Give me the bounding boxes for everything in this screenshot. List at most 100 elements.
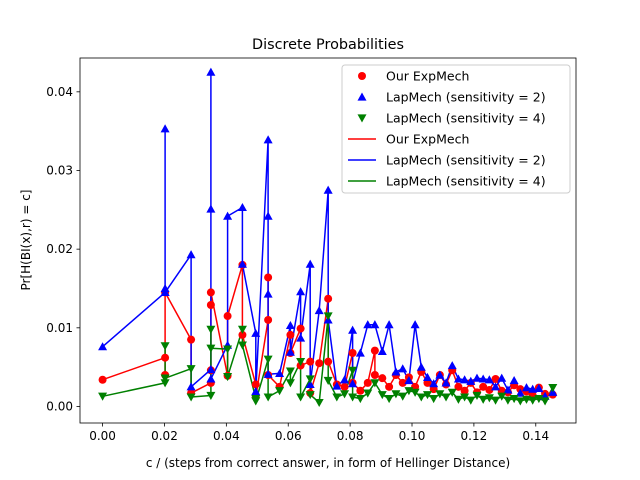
data-point xyxy=(206,288,215,297)
data-point xyxy=(264,273,273,282)
data-point xyxy=(447,388,457,397)
data-point xyxy=(410,388,420,397)
axes-frame xyxy=(79,57,577,424)
data-point xyxy=(206,67,216,76)
x-tick-label: 0.08 xyxy=(337,429,364,443)
data-point xyxy=(323,376,333,386)
data-point xyxy=(237,259,247,268)
data-point xyxy=(160,374,170,383)
x-tick-label: 0.06 xyxy=(275,429,302,443)
data-point xyxy=(332,381,342,390)
data-point xyxy=(285,367,295,376)
legend-entry: LapMech (sensitivity = 2) xyxy=(348,153,546,168)
data-point xyxy=(285,320,295,330)
data-point xyxy=(305,391,315,400)
data-point xyxy=(356,386,365,395)
data-point xyxy=(422,391,432,400)
data-point xyxy=(275,368,285,378)
data-point xyxy=(503,385,513,394)
data-point xyxy=(206,204,216,213)
legend-entry: Our ExpMech xyxy=(348,132,469,147)
data-point xyxy=(548,384,558,393)
data-point xyxy=(237,341,247,350)
x-tick-label: 0.00 xyxy=(89,429,116,443)
data-point xyxy=(441,378,451,387)
data-point xyxy=(314,398,324,408)
data-point xyxy=(187,335,196,344)
chart-title: Discrete Probabilities xyxy=(252,37,404,53)
data-point xyxy=(484,375,494,384)
data-point xyxy=(453,374,463,383)
legend-marker xyxy=(357,92,367,101)
data-point xyxy=(491,396,501,405)
data-point xyxy=(263,211,273,220)
data-point xyxy=(206,365,216,374)
data-point xyxy=(348,325,358,334)
data-point xyxy=(285,347,295,356)
data-point xyxy=(466,376,476,385)
data-point xyxy=(314,306,324,315)
data-point xyxy=(398,392,408,401)
legend-label: LapMech (sensitivity = 2) xyxy=(386,90,546,105)
data-point xyxy=(497,392,507,401)
data-point xyxy=(429,395,439,404)
x-tick-label: 0.04 xyxy=(213,429,240,443)
x-tick-label: 0.14 xyxy=(522,429,549,443)
data-point xyxy=(263,289,273,298)
data-point xyxy=(472,391,482,400)
data-point xyxy=(503,396,513,405)
data-point xyxy=(160,124,170,133)
series-points-2 xyxy=(98,67,558,400)
data-point xyxy=(263,393,273,402)
data-point xyxy=(441,393,451,402)
data-point xyxy=(509,376,519,385)
data-point xyxy=(223,312,232,321)
data-point xyxy=(296,358,306,367)
data-point xyxy=(385,382,394,391)
data-point xyxy=(223,372,233,382)
legend: Our ExpMech LapMech (sensitivity = 2) LapM… xyxy=(341,64,571,194)
data-point xyxy=(251,387,261,396)
data-point xyxy=(315,359,324,368)
data-point xyxy=(186,393,196,402)
data-point xyxy=(435,370,445,379)
y-axis: 0.00 0.01 0.02 0.03 0.04 xyxy=(46,85,80,413)
data-point xyxy=(206,344,216,353)
data-point xyxy=(296,393,306,402)
data-point xyxy=(296,287,306,296)
data-point xyxy=(398,378,407,387)
data-point xyxy=(251,397,261,406)
legend-label: LapMech (sensitivity = 4) xyxy=(386,111,546,126)
data-point xyxy=(340,390,350,399)
data-point xyxy=(447,361,457,370)
data-point xyxy=(363,389,373,398)
y-tick-label: 0.00 xyxy=(46,399,73,413)
data-point xyxy=(370,346,379,355)
data-point xyxy=(540,397,550,406)
legend-label: Our ExpMech xyxy=(386,69,469,84)
data-point xyxy=(305,259,315,268)
data-point xyxy=(363,378,372,387)
data-point xyxy=(348,393,358,402)
data-point xyxy=(160,342,170,351)
x-axis-label: c / (steps from correct answer, in form … xyxy=(146,456,510,470)
legend-entry: LapMech (sensitivity = 4) xyxy=(348,174,546,189)
legend-label: Our ExpMech xyxy=(386,132,469,147)
data-point xyxy=(472,373,482,382)
y-tick-label: 0.04 xyxy=(46,85,73,99)
data-point xyxy=(186,250,196,259)
data-point xyxy=(384,320,394,329)
legend-marker xyxy=(357,114,367,123)
data-point xyxy=(497,373,507,382)
data-point xyxy=(521,395,531,404)
data-point xyxy=(528,384,538,393)
data-point xyxy=(466,396,476,405)
data-point xyxy=(377,391,387,400)
data-point xyxy=(491,374,500,383)
data-point xyxy=(186,365,196,374)
legend-label: LapMech (sensitivity = 2) xyxy=(386,153,546,168)
y-tick-label: 0.03 xyxy=(46,163,73,177)
data-point xyxy=(98,342,108,351)
y-tick-label: 0.02 xyxy=(46,242,73,256)
